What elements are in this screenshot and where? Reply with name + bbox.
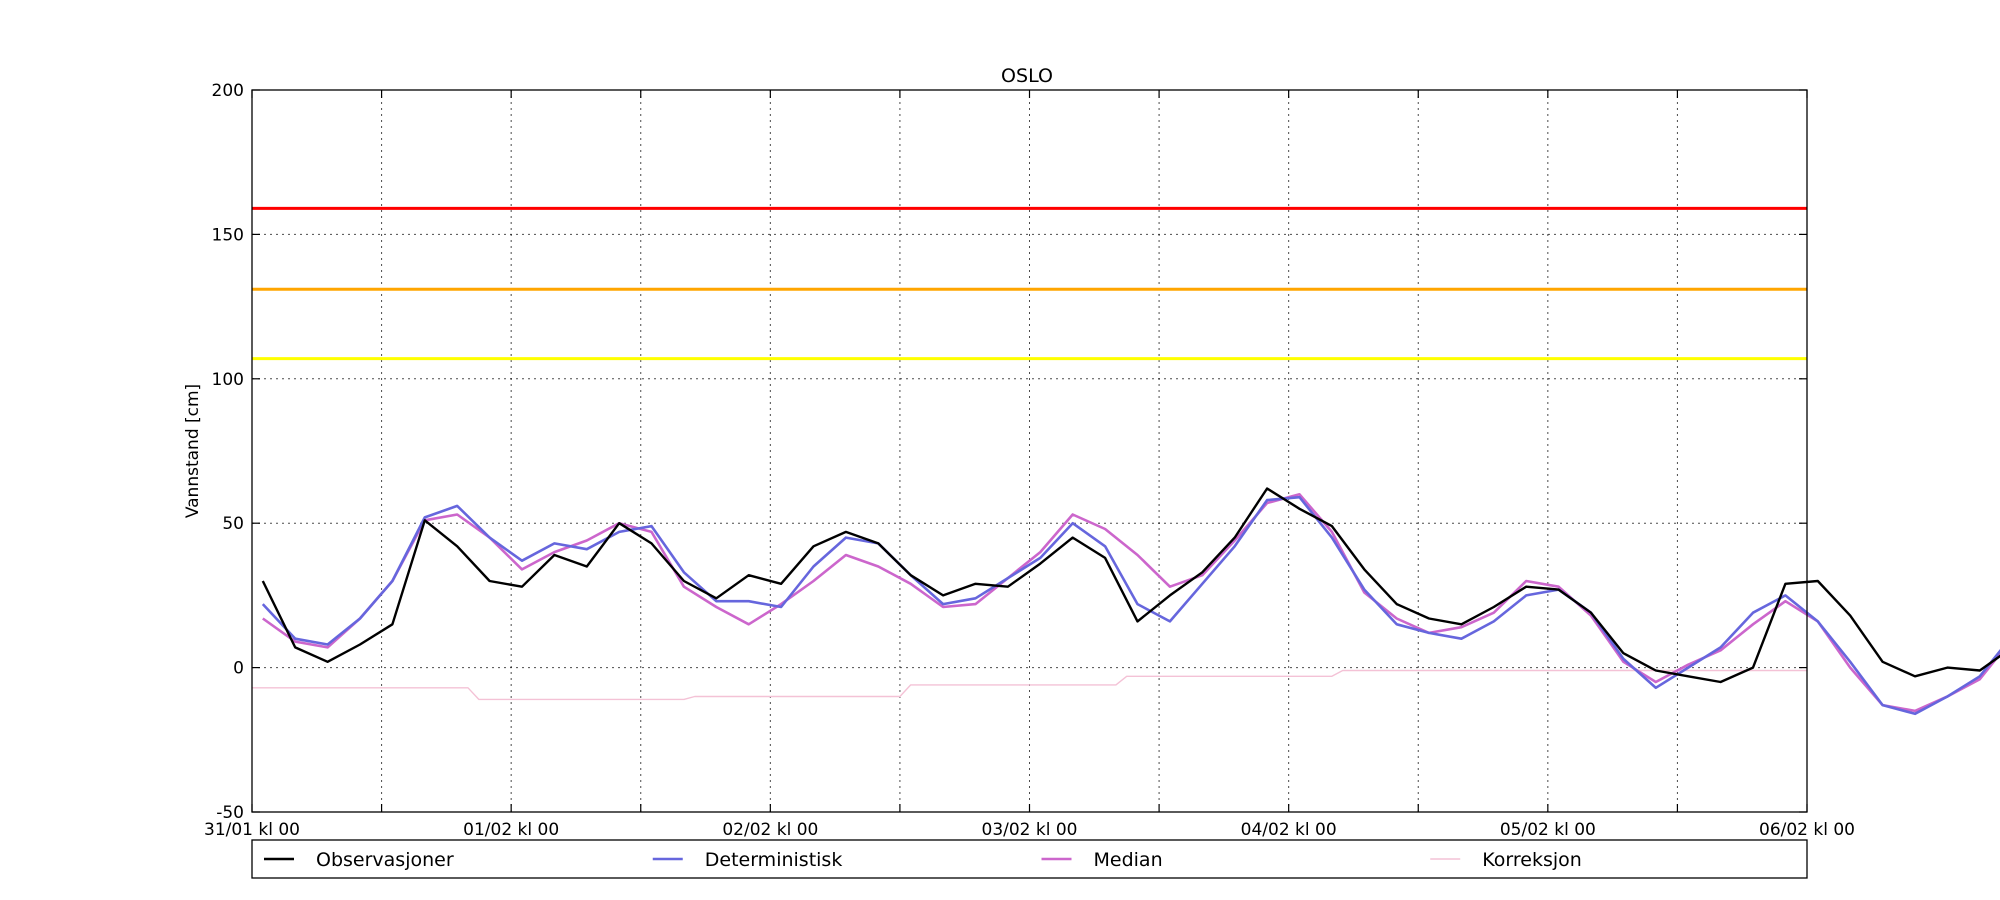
legend-item-observasjoner: Observasjoner	[264, 849, 454, 871]
legend-label: Deterministisk	[705, 849, 843, 871]
y-axis-label: Vannstand [cm]	[183, 384, 203, 518]
y-tick-label: 150	[212, 225, 244, 245]
chart-title: OSLO	[1001, 65, 1053, 87]
legend: Observasjoner Deterministisk Median Korreks…	[251, 839, 1808, 879]
y-tick-label: -50	[216, 803, 244, 823]
x-tick-label: 06/02 kl 00	[1759, 820, 1855, 840]
y-tick-label: 0	[233, 659, 244, 679]
x-tick-label: 03/02 kl 00	[982, 820, 1078, 840]
y-ticks: -50 0 50 100 150 200	[212, 81, 1807, 823]
y-tick-label: 200	[212, 81, 244, 101]
x-tick-label: 02/02 kl 00	[722, 820, 818, 840]
series-line-median	[262, 492, 2000, 713]
legend-label: Observasjoner	[316, 849, 454, 871]
x-ticks: 31/01 kl 00 01/02 kl 00 02/02 kl 00 03/02 k…	[204, 90, 1855, 840]
x-tick-label: 04/02 kl 00	[1241, 820, 1337, 840]
series-lines	[252, 487, 2000, 716]
y-tick-label: 50	[222, 514, 244, 534]
legend-item-deterministisk: Deterministisk	[652, 849, 843, 871]
x-tick-label: 31/01 kl 00	[204, 820, 300, 840]
legend-item-median: Median	[1041, 849, 1163, 871]
series-line-korreksjon	[252, 669, 1807, 701]
x-tick-label: 01/02 kl 00	[463, 820, 559, 840]
series-line-deterministisk	[261, 495, 2000, 716]
legend-box	[251, 839, 1808, 879]
y-tick-label: 100	[212, 370, 244, 390]
series-line-observasjoner	[261, 487, 2000, 684]
legend-label: Korreksjon	[1482, 849, 1582, 871]
x-tick-label: 05/02 kl 00	[1500, 820, 1596, 840]
legend-item-korreksjon: Korreksjon	[1430, 849, 1582, 871]
legend-label: Median	[1094, 849, 1163, 871]
grid	[252, 90, 1807, 812]
threshold-lines	[252, 206, 1807, 361]
